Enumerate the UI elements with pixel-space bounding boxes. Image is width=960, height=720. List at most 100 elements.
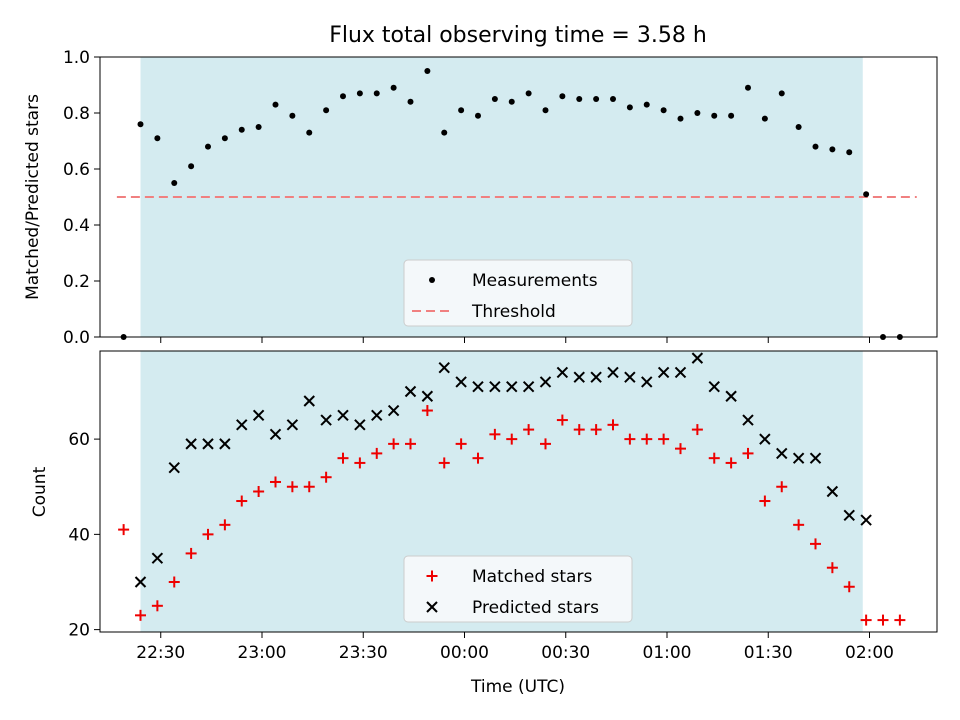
matched-star-point bbox=[489, 428, 501, 440]
measurement-point bbox=[188, 163, 195, 170]
matched-star-point bbox=[607, 419, 619, 431]
measurement-point bbox=[424, 68, 431, 74]
measurement-point bbox=[812, 143, 819, 150]
predicted-star-point bbox=[826, 485, 839, 498]
predicted-star-point bbox=[421, 390, 434, 402]
matched-star-point bbox=[556, 414, 568, 426]
matched-star-point bbox=[675, 443, 686, 455]
measurement-point bbox=[846, 149, 853, 156]
matched-star-point bbox=[236, 495, 248, 507]
measurement-point bbox=[356, 90, 363, 97]
x-tick-label-6: 01:30 bbox=[744, 643, 793, 663]
measurement-point bbox=[475, 112, 481, 119]
measurement-point bbox=[711, 112, 718, 119]
legend-label-0: Measurements bbox=[472, 271, 598, 291]
measurement-point bbox=[458, 107, 465, 114]
measurement-point bbox=[441, 129, 448, 136]
measurement-point bbox=[593, 96, 600, 102]
predicted-star-point bbox=[506, 381, 518, 393]
matched-star-point bbox=[405, 438, 416, 450]
measurement-point bbox=[660, 107, 667, 114]
predicted-star-point bbox=[792, 452, 805, 464]
matched-star-point bbox=[337, 452, 349, 464]
predicted-mark-b bbox=[354, 419, 366, 431]
y-tick-label-0-2: 0.4 bbox=[63, 216, 90, 236]
predicted-mark-b bbox=[219, 438, 231, 450]
matched-star-point bbox=[725, 457, 737, 469]
predicted-mark-b bbox=[776, 447, 788, 460]
measurement-point bbox=[643, 101, 650, 108]
x-tick-label-2: 23:30 bbox=[339, 643, 388, 663]
predicted-star-point bbox=[134, 576, 147, 588]
matched-star-point bbox=[691, 424, 703, 436]
x-axis-label: Time (UTC) bbox=[470, 677, 565, 697]
measurement-point bbox=[745, 84, 751, 91]
predicted-mark-b bbox=[421, 390, 434, 402]
predicted-star-point bbox=[354, 419, 366, 431]
predicted-star-point bbox=[590, 371, 602, 383]
matched-star-point bbox=[135, 609, 146, 621]
measurement-point bbox=[508, 98, 515, 105]
predicted-mark-b bbox=[522, 381, 535, 393]
measurement-point bbox=[728, 112, 735, 119]
predicted-star-point bbox=[286, 419, 299, 431]
matched-star-point bbox=[168, 576, 180, 588]
predicted-star-point bbox=[252, 409, 265, 422]
measurement-point bbox=[323, 107, 330, 114]
predicted-mark-b bbox=[371, 409, 383, 422]
x-tick-label-1: 23:00 bbox=[238, 643, 287, 663]
predicted-mark-b bbox=[286, 419, 299, 431]
measurement-point bbox=[559, 93, 566, 100]
measurement-point bbox=[542, 107, 549, 114]
measurement-point bbox=[238, 126, 245, 133]
predicted-mark-b bbox=[809, 452, 822, 464]
matched-star-point bbox=[793, 519, 805, 531]
matched-star-point bbox=[253, 486, 265, 497]
predicted-star-point bbox=[489, 381, 501, 393]
measurement-point bbox=[221, 135, 228, 142]
predicted-mark-b bbox=[387, 404, 400, 417]
measurement-point bbox=[171, 180, 178, 186]
bottom-y-axis-label: Count bbox=[30, 466, 50, 517]
matched-star-point bbox=[826, 562, 838, 574]
predicted-star-point bbox=[708, 381, 720, 393]
top-y-axis-label: Matched/Predicted stars bbox=[23, 94, 43, 300]
predicted-mark-b bbox=[641, 376, 653, 388]
predicted-star-point bbox=[641, 376, 653, 388]
predicted-star-point bbox=[556, 366, 569, 379]
matched-star-point bbox=[742, 447, 754, 459]
x-tick-label-5: 01:00 bbox=[643, 643, 692, 663]
predicted-mark-b bbox=[826, 485, 839, 498]
legend-box bbox=[403, 555, 633, 623]
matched-star-point bbox=[151, 600, 163, 612]
x-tick-label-0: 22:30 bbox=[136, 643, 185, 663]
measurement-point bbox=[863, 191, 870, 198]
matched-star-point bbox=[185, 547, 197, 559]
predicted-star-point bbox=[725, 390, 737, 402]
matched-star-point bbox=[455, 438, 467, 450]
matched-star-point bbox=[421, 405, 433, 417]
legend-marker-measurements bbox=[429, 277, 435, 283]
measurement-point bbox=[694, 110, 701, 116]
measurement-point bbox=[137, 121, 144, 128]
predicted-star-point bbox=[371, 409, 383, 422]
legend-label-1: Predicted stars bbox=[472, 598, 599, 618]
predicted-star-point bbox=[438, 361, 450, 374]
matched-star-point bbox=[371, 447, 383, 459]
bottom-axes-frame bbox=[99, 350, 938, 633]
y-tick-label-1-2: 60 bbox=[68, 430, 90, 450]
predicted-star-point bbox=[539, 376, 552, 388]
measurement-point bbox=[390, 84, 397, 91]
predicted-mark-b bbox=[590, 371, 602, 383]
predicted-mark-b bbox=[438, 361, 450, 374]
predicted-mark-b bbox=[134, 576, 147, 588]
y-tick-label-0-0: 0.0 bbox=[63, 328, 90, 348]
matched-star-point bbox=[523, 424, 535, 436]
predicted-mark-b bbox=[151, 552, 164, 564]
legend-label-0: Matched stars bbox=[472, 567, 592, 587]
predicted-star-point bbox=[691, 352, 704, 364]
legend-label-1: Threshold bbox=[471, 302, 556, 322]
matched-star-point bbox=[658, 433, 670, 445]
measurement-point bbox=[576, 96, 583, 102]
